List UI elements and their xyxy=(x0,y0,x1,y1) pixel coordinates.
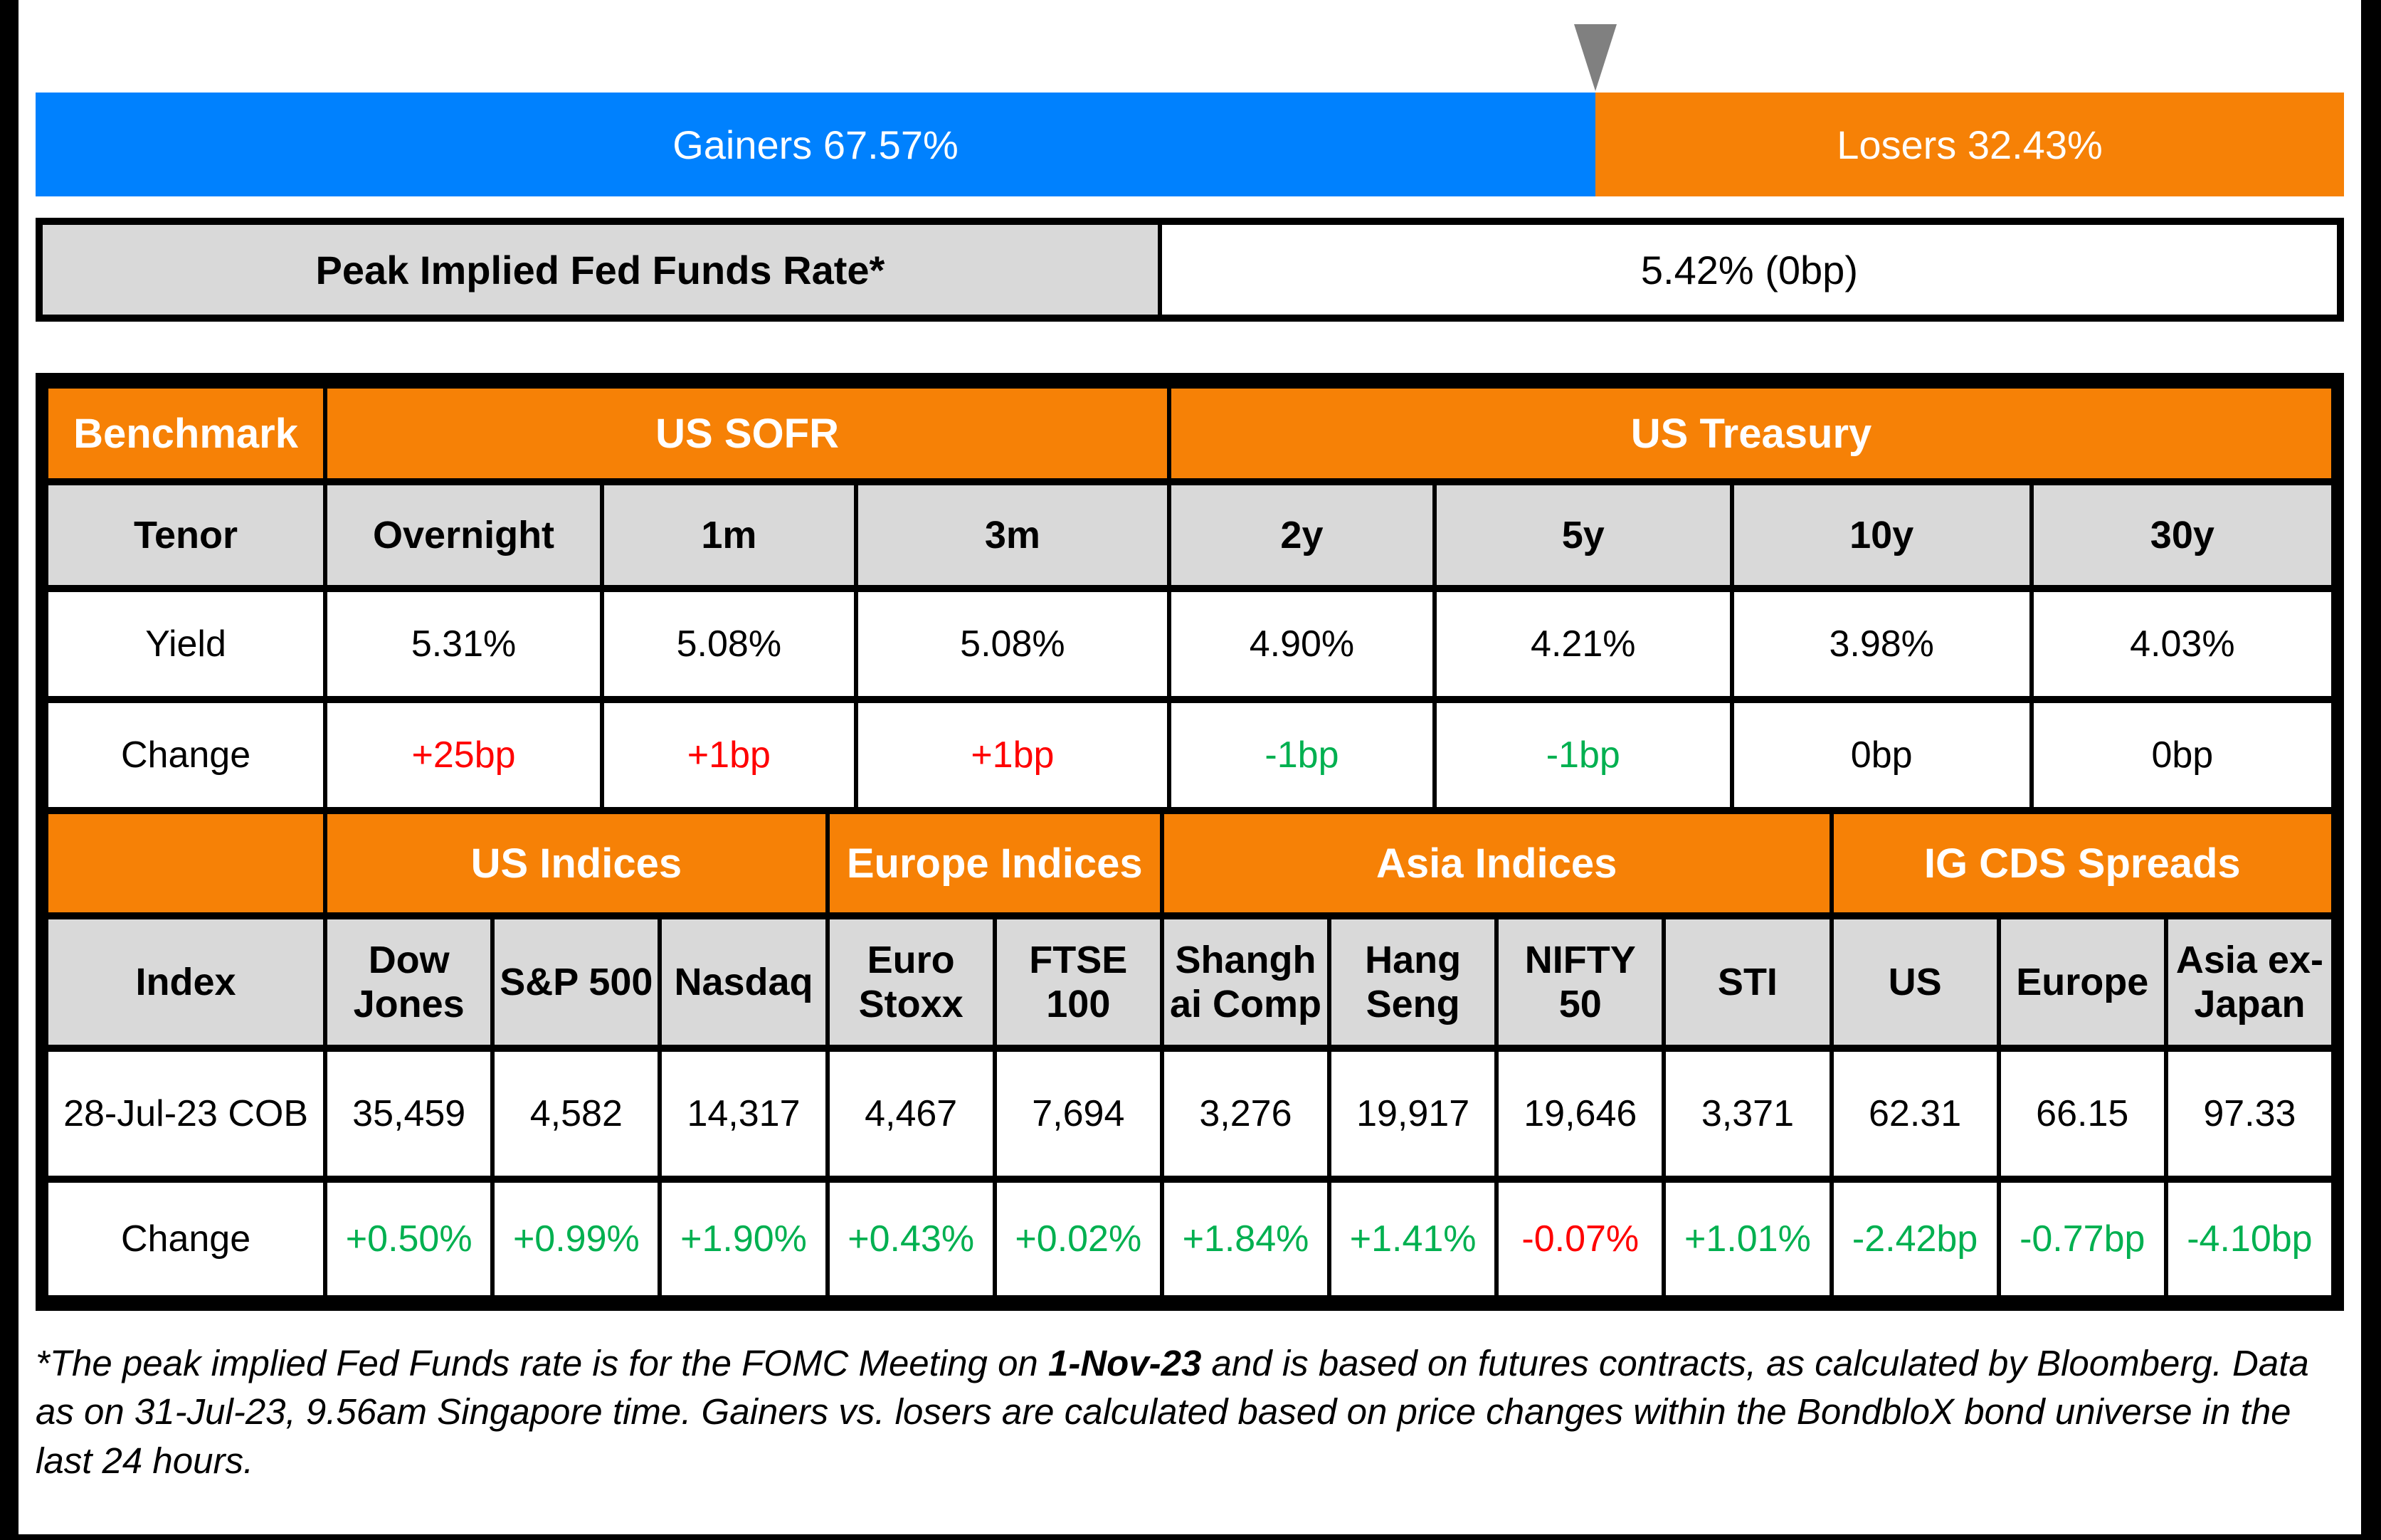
indices-corner-cell xyxy=(43,814,328,919)
change-cell: +1.41% xyxy=(1327,1176,1499,1302)
yield-row: Yield 5.31% 5.08% 5.08% 4.90% 4.21% 3.98… xyxy=(43,585,2336,703)
benchmark-and-indices-tables: Benchmark US SOFR US Treasury Tenor Over… xyxy=(36,373,2344,1311)
index-name-cell: US xyxy=(1829,912,2001,1052)
losers-segment: Losers 32.43% xyxy=(1595,93,2344,196)
change-cell: 0bp xyxy=(1729,696,2034,814)
tenor-cell: 2y xyxy=(1167,478,1437,592)
change-cell: +25bp xyxy=(323,696,604,814)
fed-funds-value: 5.42% (0bp) xyxy=(1640,247,1858,292)
index-name-cell: NIFTY 50 xyxy=(1494,912,1667,1052)
value-cell: 19,917 xyxy=(1327,1045,1499,1183)
tenor-cell: 5y xyxy=(1432,478,1734,592)
benchmark-table: Benchmark US SOFR US Treasury Tenor Over… xyxy=(43,381,2336,814)
change-cell: 0bp xyxy=(2029,696,2336,814)
gainers-losers-bar: Gainers 67.57% Losers 32.43% xyxy=(36,93,2344,196)
yield-cell: 5.31% xyxy=(323,585,604,703)
tenor-row-label: Tenor xyxy=(43,478,328,592)
benchmark-corner-cell: Benchmark xyxy=(43,381,328,485)
value-cell: 62.31 xyxy=(1829,1045,2001,1183)
indices-group-header-row: US Indices Europe Indices Asia Indices I… xyxy=(43,814,2336,919)
cob-values-row: 28-Jul-23 COB 35,459 4,582 14,317 4,467 … xyxy=(43,1045,2336,1183)
change-cell: +1bp xyxy=(853,696,1172,814)
cob-row-label: 28-Jul-23 COB xyxy=(43,1045,328,1183)
value-cell: 7,694 xyxy=(992,1045,1164,1183)
group-header-us-sofr: US SOFR xyxy=(323,381,1172,485)
indices-table: US Indices Europe Indices Asia Indices I… xyxy=(43,814,2336,1302)
group-header-us-indices: US Indices xyxy=(323,814,830,919)
change-cell: +1.84% xyxy=(1159,1176,1332,1302)
change-cell: +0.50% xyxy=(323,1176,495,1302)
tenor-cell: 30y xyxy=(2029,478,2336,592)
yield-cell: 4.21% xyxy=(1432,585,1734,703)
change-cell: -0.77bp xyxy=(1996,1176,2168,1302)
change-cell: +1bp xyxy=(599,696,858,814)
index-name-cell: S&P 500 xyxy=(490,912,662,1052)
index-name-cell: Nasdaq xyxy=(658,912,830,1052)
footnote-bold-date: 1-Nov-23 xyxy=(1047,1343,1202,1383)
index-row-label: Index xyxy=(43,912,328,1052)
value-cell: 66.15 xyxy=(1996,1045,2168,1183)
tenor-cell: 3m xyxy=(853,478,1172,592)
index-name-cell: Asia ex-Japan xyxy=(2163,912,2336,1052)
change-cell: +0.02% xyxy=(992,1176,1164,1302)
index-name-cell: Euro Stoxx xyxy=(825,912,997,1052)
tenor-cell: 1m xyxy=(599,478,858,592)
index-name-cell: Dow Jones xyxy=(323,912,495,1052)
footnote: *The peak implied Fed Funds rate is for … xyxy=(36,1339,2344,1485)
group-header-asia-indices: Asia Indices xyxy=(1159,814,1834,919)
yield-row-label: Yield xyxy=(43,585,328,703)
change-cell: +0.43% xyxy=(825,1176,997,1302)
yield-cell: 4.90% xyxy=(1167,585,1437,703)
yield-cell: 5.08% xyxy=(853,585,1172,703)
fed-funds-strip: Peak Implied Fed Funds Rate* 5.42% (0bp) xyxy=(36,218,2344,322)
change-cell: -2.42bp xyxy=(1829,1176,2001,1302)
change-cell: +1.90% xyxy=(658,1176,830,1302)
value-cell: 3,371 xyxy=(1662,1045,1834,1183)
indices-change-row: Change +0.50% +0.99% +1.90% +0.43% +0.02… xyxy=(43,1176,2336,1302)
benchmark-group-header-row: Benchmark US SOFR US Treasury xyxy=(43,381,2335,485)
down-triangle-marker-icon xyxy=(1573,24,1617,91)
value-cell: 19,646 xyxy=(1494,1045,1667,1183)
change-cell: -1bp xyxy=(1432,696,1734,814)
group-header-us-treasury: US Treasury xyxy=(1167,381,2335,485)
value-cell: 35,459 xyxy=(323,1045,495,1183)
change-cell: +1.01% xyxy=(1662,1176,1834,1302)
value-cell: 14,317 xyxy=(658,1045,830,1183)
value-cell: 3,276 xyxy=(1159,1045,1332,1183)
change-cell: -1bp xyxy=(1167,696,1437,814)
index-name-cell: Hang Seng xyxy=(1327,912,1499,1052)
footnote-text-before: *The peak implied Fed Funds rate is for … xyxy=(36,1343,1048,1383)
group-header-europe-indices: Europe Indices xyxy=(825,814,1164,919)
tenor-cell: Overnight xyxy=(323,478,604,592)
change-row-label: Change xyxy=(43,696,328,814)
yield-cell: 4.03% xyxy=(2029,585,2336,703)
change-cell: +0.99% xyxy=(490,1176,662,1302)
index-name-cell: Shanghai Comp xyxy=(1159,912,1332,1052)
value-cell: 4,582 xyxy=(490,1045,662,1183)
benchmark-change-row: Change +25bp +1bp +1bp -1bp -1bp 0bp 0bp xyxy=(43,696,2336,814)
gainers-segment: Gainers 67.57% xyxy=(36,93,1595,196)
index-name-cell: STI xyxy=(1662,912,1834,1052)
tenor-cell: 10y xyxy=(1729,478,2034,592)
index-name-cell: Europe xyxy=(1996,912,2168,1052)
gainers-label: Gainers 67.57% xyxy=(672,122,959,167)
fed-funds-label: Peak Implied Fed Funds Rate* xyxy=(43,225,1162,315)
index-name-cell: FTSE 100 xyxy=(992,912,1164,1052)
value-cell: 4,467 xyxy=(825,1045,997,1183)
tenor-header-row: Tenor Overnight 1m 3m 2y 5y 10y 30y xyxy=(43,478,2336,592)
losers-label: Losers 32.43% xyxy=(1837,122,2103,167)
change-cell: -4.10bp xyxy=(2163,1176,2336,1302)
change-row-label: Change xyxy=(43,1176,328,1302)
peak-marker-row xyxy=(36,24,2344,93)
yield-cell: 5.08% xyxy=(599,585,858,703)
index-header-row: Index Dow Jones S&P 500 Nasdaq Euro Stox… xyxy=(43,912,2336,1052)
value-cell: 97.33 xyxy=(2163,1045,2336,1183)
change-cell: -0.07% xyxy=(1494,1176,1667,1302)
yield-cell: 3.98% xyxy=(1729,585,2034,703)
group-header-ig-cds-spreads: IG CDS Spreads xyxy=(1829,814,2336,919)
